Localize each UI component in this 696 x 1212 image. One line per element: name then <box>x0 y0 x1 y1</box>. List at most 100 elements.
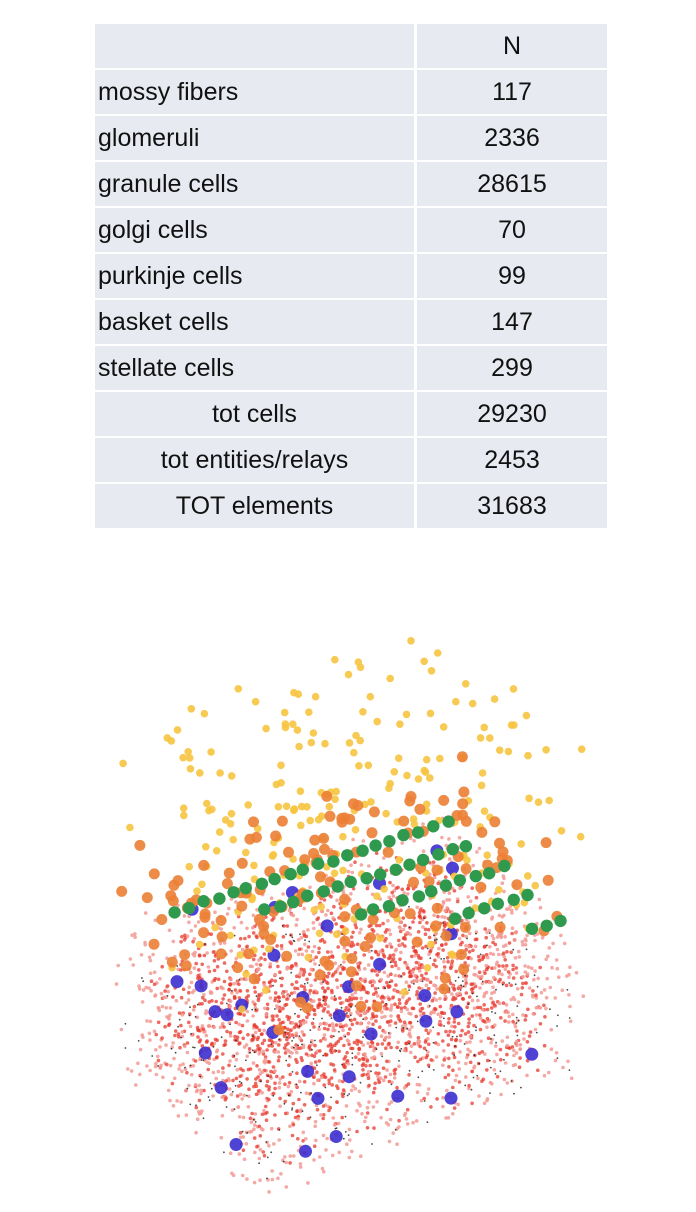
granule-cell <box>467 945 471 949</box>
granule-cell <box>338 996 342 1000</box>
granule-cell <box>414 978 419 983</box>
granule-cell <box>237 1022 241 1027</box>
purkinje-cell <box>287 895 300 909</box>
granule-cell <box>274 1041 278 1045</box>
granule-cell <box>426 1087 431 1091</box>
granule-cell <box>421 822 425 826</box>
granule-cell <box>426 986 431 991</box>
granule-cell <box>533 938 537 943</box>
glomerulus <box>466 937 468 940</box>
purkinje-cell <box>507 893 520 906</box>
glomerulus <box>479 953 482 956</box>
granule-cell <box>280 946 284 951</box>
granule-cell <box>282 1046 287 1050</box>
basket-cell <box>460 863 472 875</box>
glomerulus <box>435 938 438 941</box>
granule-cell <box>532 977 536 982</box>
granule-cell <box>514 1039 519 1044</box>
granule-cell <box>404 1117 409 1121</box>
granule-cell <box>273 972 278 977</box>
purkinje-cell <box>498 859 511 873</box>
glomerulus <box>323 996 325 998</box>
stellate-cell <box>367 798 375 806</box>
glomerulus <box>535 1031 538 1034</box>
granule-cell <box>502 954 507 959</box>
granule-cell <box>220 1095 224 1100</box>
granule-cell <box>421 1011 426 1016</box>
stellate-cell <box>180 811 188 820</box>
granule-cell <box>525 933 529 938</box>
granule-cell <box>446 1043 451 1047</box>
granule-cell <box>444 843 449 848</box>
granule-cell <box>267 1190 271 1194</box>
glomerulus <box>388 981 391 984</box>
granule-cell <box>312 1054 317 1058</box>
stellate-cell <box>524 872 532 880</box>
granule-cell <box>215 986 219 991</box>
granule-cell <box>451 1112 455 1116</box>
purkinje-cell <box>403 858 416 871</box>
golgi-cell <box>208 1005 222 1019</box>
granule-cell <box>521 943 525 947</box>
granule-cell <box>418 915 423 920</box>
granule-cell <box>499 1016 503 1020</box>
granule-cell <box>440 943 444 947</box>
granule-cell <box>145 1019 149 1023</box>
granule-cell <box>179 968 183 972</box>
glomerulus <box>476 1074 479 1077</box>
granule-cell <box>488 951 493 956</box>
granule-cell <box>510 908 514 913</box>
granule-cell <box>507 941 512 945</box>
granule-cell <box>415 1082 420 1087</box>
glomerulus <box>193 1046 196 1049</box>
purkinje-cell <box>213 892 226 905</box>
granule-cell <box>414 1014 419 1019</box>
granule-cell <box>259 972 263 976</box>
granule-cell <box>307 1045 311 1050</box>
granule-cell <box>240 1173 245 1178</box>
basket-cell <box>405 791 417 802</box>
granule-cell <box>449 965 453 969</box>
glomerulus <box>210 1087 213 1090</box>
granule-cell <box>520 939 525 944</box>
granule-cell <box>387 895 392 900</box>
stellate-cell <box>303 803 311 811</box>
granule-cell <box>480 974 484 979</box>
granule-cell <box>503 935 507 939</box>
stellate-cell <box>289 720 297 728</box>
granule-cell <box>385 1007 389 1011</box>
glomerulus <box>413 983 415 985</box>
granule-cell <box>179 940 183 944</box>
granule-cell <box>268 1074 273 1078</box>
granule-cell <box>136 1061 140 1066</box>
granule-cell <box>293 986 297 990</box>
glomerulus <box>196 1003 199 1006</box>
glomerulus <box>311 1048 313 1051</box>
golgi-cell <box>373 957 387 971</box>
glomerulus <box>454 980 457 982</box>
granule-cell <box>236 1105 241 1109</box>
granule-cell <box>240 947 245 952</box>
granule-cell <box>419 1098 424 1103</box>
glomerulus <box>443 1017 445 1020</box>
granule-cell <box>332 1068 337 1072</box>
row-count: 299 <box>417 346 607 392</box>
granule-cell <box>340 924 345 929</box>
glomerulus <box>301 1110 304 1113</box>
granule-cell <box>242 1093 246 1098</box>
basket-cell <box>371 1001 383 1013</box>
granule-cell <box>279 983 284 988</box>
granule-cell <box>189 928 193 933</box>
glomerulus <box>340 1006 343 1009</box>
granule-cell <box>493 966 497 970</box>
granule-cell <box>393 960 398 965</box>
glomerulus <box>332 1035 335 1037</box>
granule-cell <box>504 943 508 947</box>
glomerulus <box>416 1020 419 1023</box>
granule-cell <box>171 1041 175 1045</box>
granule-cell <box>288 1028 293 1033</box>
granule-cell <box>334 1023 339 1027</box>
granule-cell <box>240 1097 244 1101</box>
granule-cell <box>192 966 197 970</box>
granule-cell <box>502 1077 507 1082</box>
